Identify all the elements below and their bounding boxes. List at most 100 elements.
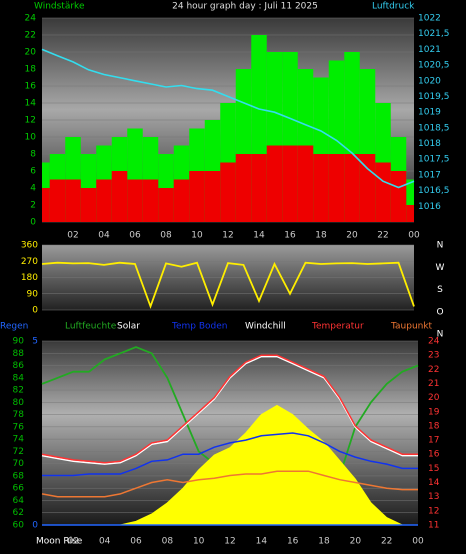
y-tick-label: 16 bbox=[25, 82, 37, 92]
bar bbox=[220, 162, 236, 222]
axis-label: Luftdruck bbox=[372, 2, 415, 12]
y-tick-label: 1017,5 bbox=[418, 155, 450, 165]
y-tick-label: 23 bbox=[428, 351, 439, 361]
y-tick-label: 22 bbox=[25, 31, 36, 41]
y-tick-label: 180 bbox=[21, 273, 38, 283]
data-line bbox=[41, 48, 415, 189]
y-tick-label: 64 bbox=[13, 496, 25, 506]
data-line bbox=[41, 470, 418, 498]
y-tick-label: 20 bbox=[428, 393, 440, 403]
x-tick-label: 10 bbox=[191, 231, 203, 241]
bar bbox=[189, 171, 205, 222]
y-tick-label: 1016 bbox=[418, 202, 441, 212]
x-tick-label: 04 bbox=[99, 537, 111, 547]
y-tick-label: 86 bbox=[13, 361, 25, 371]
y-tick-label: 13 bbox=[428, 492, 439, 502]
y-tick-label: 72 bbox=[13, 447, 24, 457]
bar bbox=[235, 154, 252, 222]
y-tick-label: 1018 bbox=[418, 139, 441, 149]
bar bbox=[390, 171, 407, 222]
x-tick-label: 00 bbox=[412, 537, 424, 547]
y-tick-label: 14 bbox=[428, 478, 440, 488]
axis-label: Moon Rise bbox=[36, 537, 83, 547]
x-tick-label: 18 bbox=[315, 231, 327, 241]
compass-label: W bbox=[436, 263, 445, 273]
bar bbox=[49, 179, 66, 222]
y-tick-label: 80 bbox=[13, 398, 25, 408]
y-tick-label: 88 bbox=[13, 349, 25, 359]
bar bbox=[282, 145, 298, 222]
legend-entry: Luftfeuchte bbox=[65, 322, 117, 332]
y-tick-label: 12 bbox=[428, 506, 439, 516]
y-tick-label: 22 bbox=[428, 365, 439, 375]
x-tick-label: 02 bbox=[68, 537, 79, 547]
x-tick-label: 06 bbox=[130, 537, 142, 547]
y-tick-label: 1020,5 bbox=[418, 61, 450, 71]
x-tick-label: 02 bbox=[67, 231, 78, 241]
legend-entry: Taupunkt bbox=[390, 322, 433, 332]
bar bbox=[111, 171, 128, 222]
bar bbox=[406, 205, 414, 222]
x-tick-label: 08 bbox=[160, 231, 172, 241]
bar bbox=[344, 154, 360, 222]
y-tick-label: 6 bbox=[30, 167, 36, 177]
legend-entry: Regen bbox=[0, 322, 28, 332]
bar bbox=[297, 145, 314, 222]
y-tick-label: 1018,5 bbox=[418, 123, 450, 133]
y-tick-label: 12 bbox=[25, 116, 36, 126]
data-line bbox=[41, 355, 418, 465]
data-line bbox=[41, 354, 418, 464]
compass-label: S bbox=[437, 285, 443, 295]
bar bbox=[204, 171, 221, 222]
y-tick-label: 0 bbox=[32, 306, 38, 316]
x-tick-label: 14 bbox=[256, 537, 268, 547]
y-tick-label: 24 bbox=[25, 14, 37, 24]
y-tick-label: 270 bbox=[21, 257, 38, 267]
legend-entry: Solar bbox=[117, 322, 140, 332]
y-tick-label: 1021 bbox=[418, 45, 441, 55]
x-tick-label: 06 bbox=[129, 231, 141, 241]
y-tick-label: 90 bbox=[13, 337, 25, 347]
y-tick-label: 21 bbox=[428, 379, 439, 389]
bar bbox=[65, 179, 81, 222]
x-tick-label: 04 bbox=[98, 231, 110, 241]
y-tick-label: 18 bbox=[428, 421, 440, 431]
bar bbox=[251, 154, 267, 222]
bar bbox=[375, 162, 391, 222]
y-tick-label: 5 bbox=[32, 337, 38, 347]
bar bbox=[328, 154, 345, 222]
y-tick-label: 1022 bbox=[418, 14, 441, 24]
bar bbox=[313, 154, 329, 222]
y-tick-label: 1019,5 bbox=[418, 92, 450, 102]
x-tick-label: 08 bbox=[162, 537, 174, 547]
x-tick-label: 20 bbox=[350, 537, 362, 547]
y-tick-label: 14 bbox=[25, 99, 37, 109]
y-tick-label: 20 bbox=[25, 48, 37, 58]
x-tick-label: 12 bbox=[224, 537, 235, 547]
y-tick-label: 19 bbox=[428, 407, 440, 417]
y-tick-label: 17 bbox=[428, 436, 439, 446]
bar bbox=[406, 179, 414, 222]
bar bbox=[158, 188, 174, 222]
y-tick-label: 1017 bbox=[418, 170, 441, 180]
x-tick-label: 14 bbox=[253, 231, 265, 241]
compass-label: N bbox=[437, 241, 444, 251]
bar bbox=[96, 179, 112, 222]
y-tick-label: 8 bbox=[30, 150, 36, 160]
y-tick-label: 1020 bbox=[418, 76, 441, 86]
y-tick-label: 82 bbox=[13, 386, 24, 396]
bar bbox=[266, 145, 283, 222]
y-tick-label: 360 bbox=[21, 241, 38, 251]
y-tick-label: 76 bbox=[13, 422, 25, 432]
y-tick-label: 2 bbox=[30, 201, 36, 211]
y-tick-label: 90 bbox=[27, 289, 39, 299]
bar bbox=[173, 179, 190, 222]
data-line bbox=[42, 432, 418, 477]
bar bbox=[142, 179, 159, 222]
y-tick-label: 10 bbox=[25, 133, 37, 143]
y-tick-label: 60 bbox=[13, 521, 25, 531]
bar bbox=[42, 188, 50, 222]
x-tick-label: 10 bbox=[193, 537, 205, 547]
y-tick-label: 74 bbox=[13, 435, 25, 445]
